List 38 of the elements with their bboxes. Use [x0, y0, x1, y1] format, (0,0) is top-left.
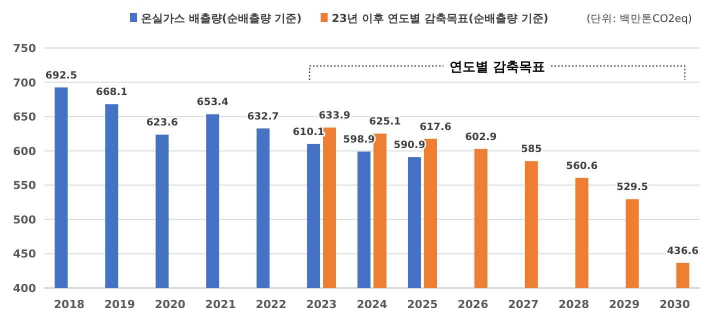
data-label: 692.5 [45, 70, 78, 82]
x-tick-label: 2023 [306, 298, 337, 311]
data-label: 668.1 [96, 87, 128, 98]
y-tick-label: 600 [13, 144, 36, 158]
x-tick-label: 2018 [54, 298, 85, 311]
x-tick-label: 2030 [659, 298, 690, 311]
y-tick-label: 550 [13, 179, 36, 192]
annotation: 연도별 감축목표 [449, 60, 545, 75]
y-tick-label: 450 [13, 248, 36, 261]
x-tick-label: 2019 [104, 298, 136, 311]
x-tick-label: 2021 [205, 298, 236, 311]
x-tick-label: 2028 [558, 298, 590, 311]
x-tick-label: 2020 [154, 298, 186, 311]
data-label: 653.4 [196, 97, 228, 108]
data-label: 625.1 [369, 116, 401, 128]
x-tick-label: 2022 [256, 298, 286, 311]
x-tick-label: 2025 [407, 298, 438, 311]
x-tick-label: 2026 [458, 298, 489, 311]
legend-label: 온실가스 배출량(순배출량 기준) [141, 12, 302, 25]
data-label: 436.6 [666, 246, 699, 257]
data-label: 633.9 [318, 110, 350, 122]
y-tick-label: 500 [13, 213, 36, 226]
y-tick-label: 650 [13, 110, 36, 124]
data-label: 585 [520, 144, 542, 156]
x-tick-label: 2024 [356, 298, 388, 311]
data-label: 560.6 [566, 160, 598, 172]
x-tick-label: 2029 [608, 298, 640, 311]
data-label: 623.6 [146, 118, 178, 129]
x-tick-label: 2027 [508, 298, 539, 311]
text: (단위: 백만톤CO2eq) [586, 13, 692, 25]
data-label: 632.7 [247, 111, 279, 122]
y-tick-label: 750 [13, 42, 36, 55]
data-label: 602.9 [465, 132, 497, 143]
y-tick-label: 700 [13, 76, 36, 90]
y-tick-label: 400 [13, 282, 36, 295]
data-label: 529.5 [616, 182, 648, 194]
legend-label: 23년 이후 연도별 감축목표(순배출량 기준) [332, 12, 548, 25]
data-label: 617.6 [420, 122, 452, 133]
